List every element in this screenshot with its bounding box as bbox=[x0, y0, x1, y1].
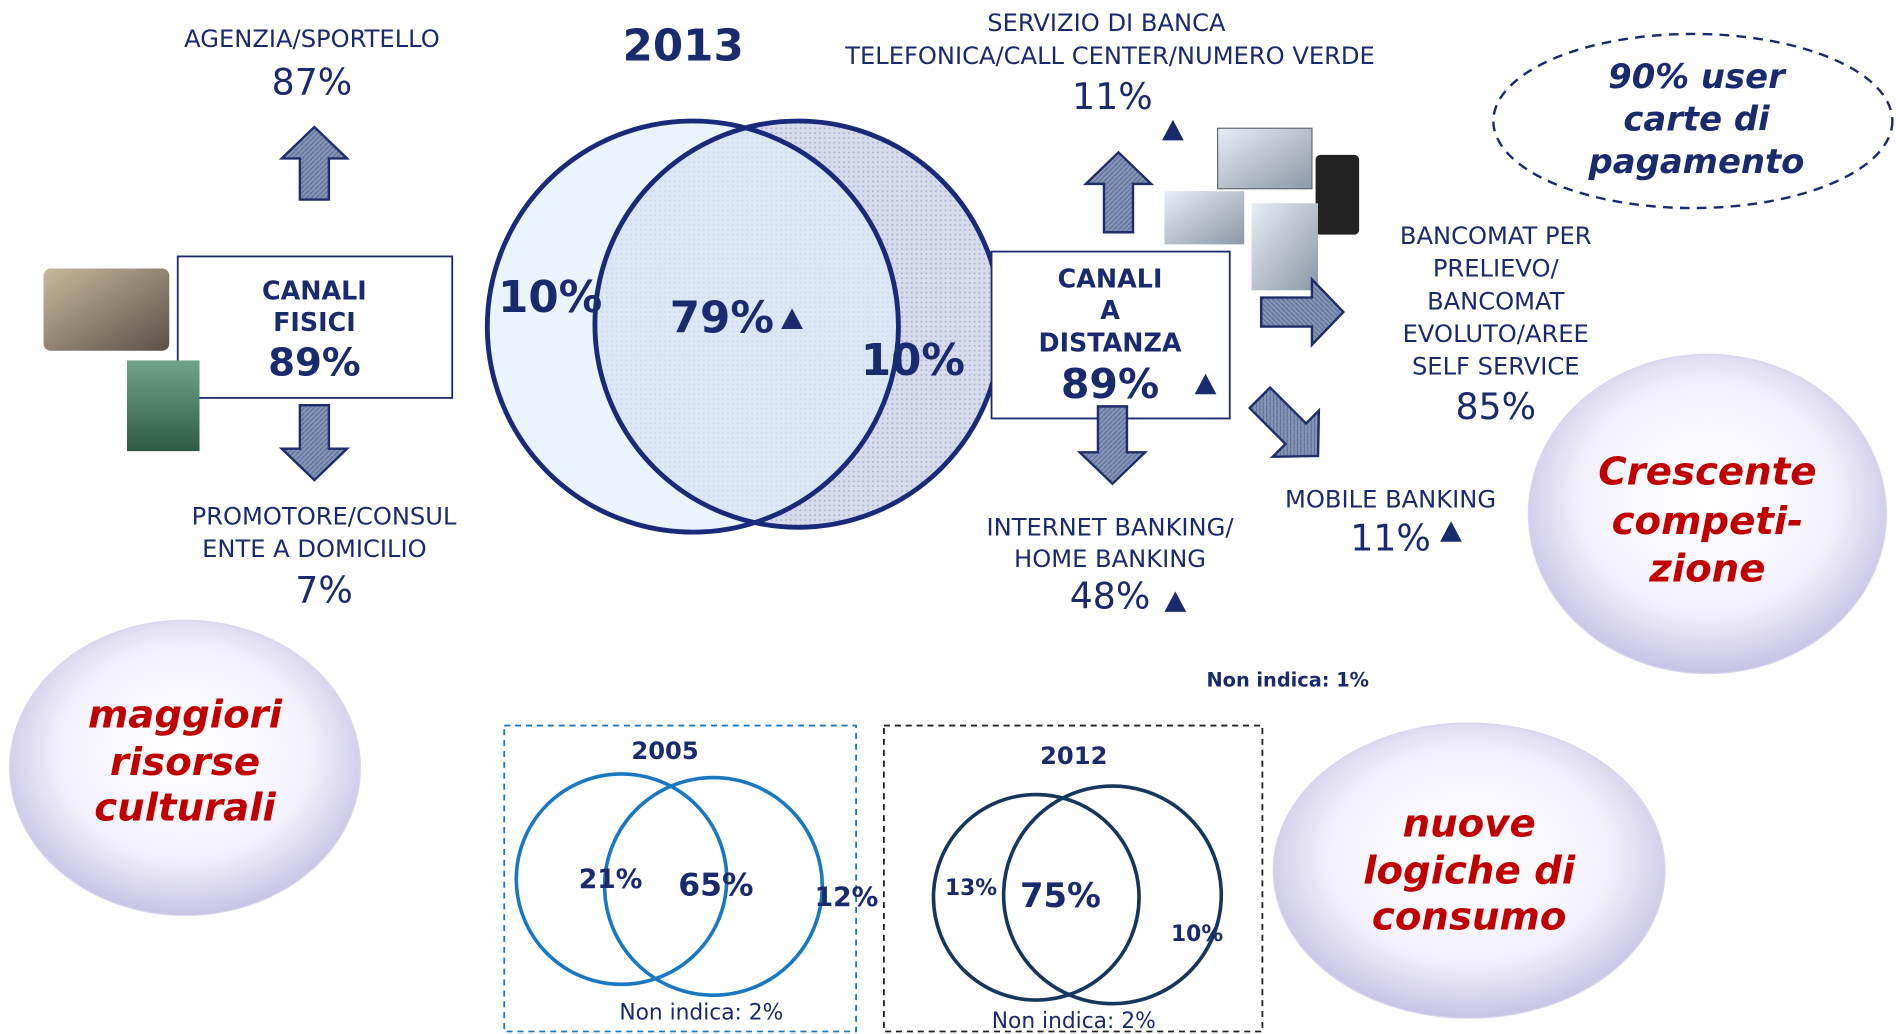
photo bbox=[1218, 128, 1312, 188]
value: 11% bbox=[1072, 75, 1153, 118]
arrow bbox=[1086, 152, 1151, 232]
photo bbox=[127, 360, 200, 451]
venn-value: 65% bbox=[678, 867, 753, 903]
label: ENTE A DOMICILIO bbox=[202, 535, 427, 563]
body: Crescente competi- zione maggiori risors… bbox=[0, 0, 1896, 1034]
label: INTERNET BANKING/ bbox=[987, 513, 1235, 541]
box-label: DISTANZA bbox=[1039, 328, 1182, 358]
box-value: 89% bbox=[1061, 360, 1159, 408]
value: 11% bbox=[1350, 517, 1431, 560]
venn-value: 10% bbox=[861, 336, 965, 386]
label: SELF SERVICE bbox=[1412, 353, 1580, 381]
label: TELEFONICA/CALL CENTER/NUMERO VERDE bbox=[844, 42, 1375, 70]
label: MOBILE BANKING bbox=[1285, 486, 1496, 514]
venn-value: 13% bbox=[945, 876, 997, 901]
value: 48% bbox=[1070, 575, 1151, 618]
venn-value: 75% bbox=[1020, 876, 1101, 915]
note-text: 90% user bbox=[1608, 57, 1787, 96]
bubble-text: culturali bbox=[94, 786, 276, 831]
panel-title: 2005 bbox=[631, 737, 698, 765]
box-label: A bbox=[1100, 295, 1120, 325]
page: Canali bancari 2013 {"title": "2013", "f… bbox=[0, 0, 1896, 1034]
panel-title: 2012 bbox=[1040, 742, 1107, 770]
box-label: CANALI bbox=[262, 276, 367, 306]
arrow bbox=[1237, 375, 1341, 479]
bubble-text: maggiori bbox=[88, 693, 283, 738]
label: PRELIEVO/ bbox=[1433, 255, 1560, 283]
box-label: CANALI bbox=[1058, 264, 1163, 294]
title: 2013 bbox=[623, 21, 744, 71]
venn-value: 21% bbox=[579, 864, 643, 895]
box-label: FISICI bbox=[273, 307, 356, 337]
up-marker bbox=[1164, 591, 1186, 612]
note-text: pagamento bbox=[1588, 142, 1805, 181]
diagram: Crescente competi- zione maggiori risors… bbox=[0, 0, 1896, 1034]
label: AGENZIA/SPORTELLO bbox=[184, 25, 440, 53]
arrow bbox=[282, 127, 347, 200]
photo bbox=[1316, 155, 1360, 235]
label: EVOLUTO/AREE bbox=[1403, 320, 1589, 348]
box-value: 89% bbox=[268, 341, 361, 386]
value: 87% bbox=[272, 61, 353, 104]
up-marker bbox=[1162, 120, 1184, 141]
bubble-text: Crescente bbox=[1598, 450, 1816, 495]
photo bbox=[1252, 203, 1319, 290]
note: Non indica: 2% bbox=[619, 1000, 783, 1025]
label: BANCOMAT bbox=[1427, 287, 1565, 315]
venn-value: 10% bbox=[1171, 922, 1223, 947]
note: Non indica: 1% bbox=[1206, 668, 1369, 691]
photo bbox=[1164, 191, 1244, 244]
label: BANCOMAT PER bbox=[1400, 222, 1592, 250]
venn-value: 12% bbox=[815, 882, 879, 913]
bubble-text: consumo bbox=[1372, 895, 1567, 940]
label: SERVIZIO DI BANCA bbox=[987, 9, 1226, 37]
value: 85% bbox=[1455, 385, 1536, 428]
bubble-text: competi- bbox=[1612, 499, 1804, 544]
note-text: carte di bbox=[1623, 99, 1770, 138]
value: 7% bbox=[295, 569, 353, 612]
venn-value: 79% bbox=[670, 294, 774, 344]
arrow bbox=[282, 405, 347, 480]
photo bbox=[44, 269, 170, 351]
label: HOME BANKING bbox=[1014, 545, 1206, 573]
bubble-text: risorse bbox=[110, 740, 260, 785]
note: Non indica: 2% bbox=[992, 1009, 1156, 1034]
label: PROMOTORE/CONSUL bbox=[192, 503, 457, 531]
bubble-text: nuove bbox=[1403, 801, 1536, 846]
venn-value: 10% bbox=[498, 273, 602, 323]
up-marker bbox=[1440, 521, 1462, 542]
bubble-text: logiche di bbox=[1363, 849, 1576, 894]
bubble-text: zione bbox=[1648, 546, 1765, 591]
